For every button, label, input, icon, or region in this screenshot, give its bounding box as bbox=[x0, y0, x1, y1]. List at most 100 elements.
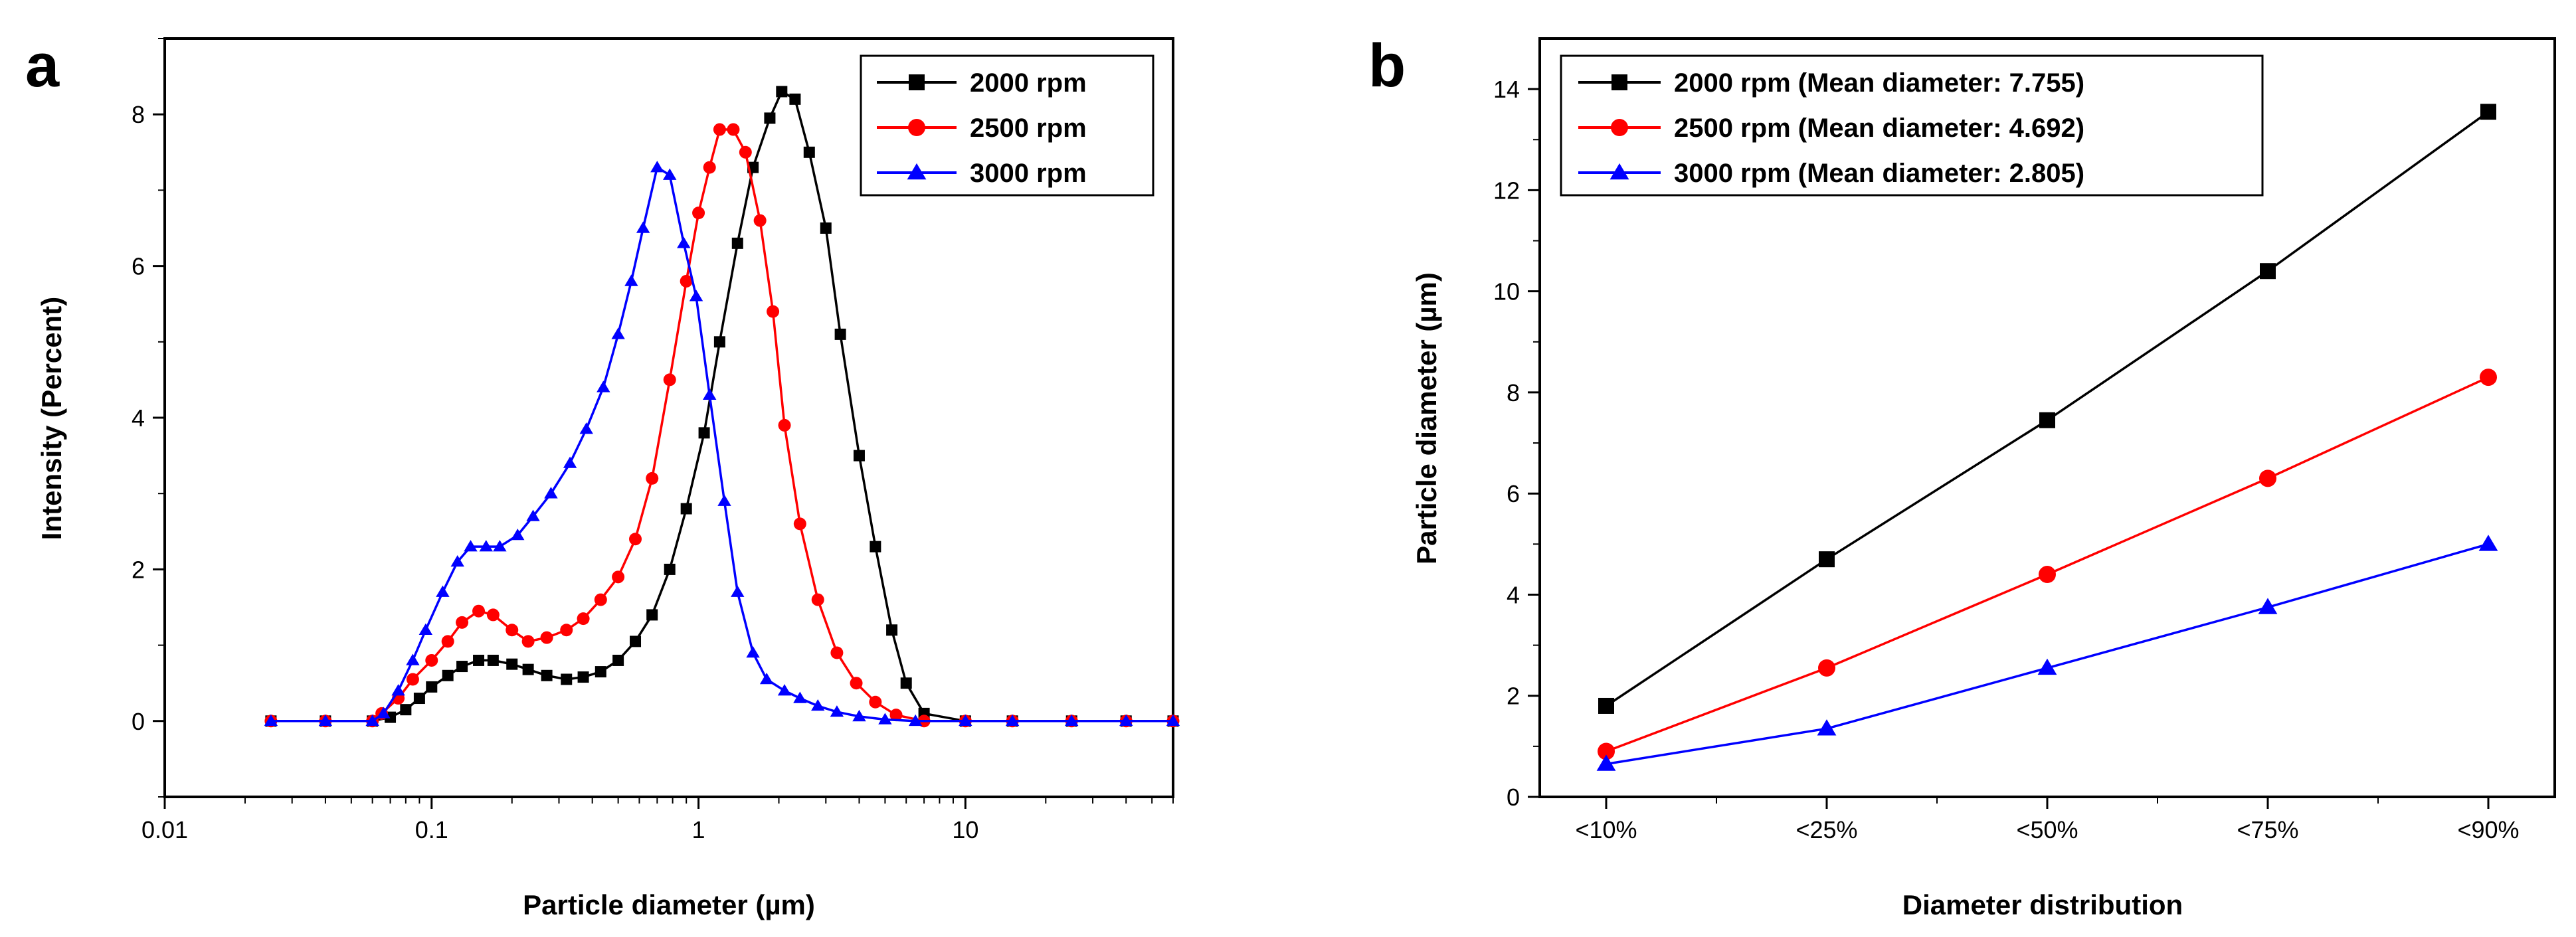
panel-a-data-point-2000-rpm bbox=[473, 654, 485, 666]
panel-b-letter: b bbox=[1368, 32, 1406, 100]
panel-b-x-axis-label: Diameter distribution bbox=[1902, 889, 2183, 920]
panel-b-data-point-2000-rpm bbox=[2480, 104, 2496, 120]
panel-a-data-point-2500-rpm bbox=[739, 145, 752, 159]
panel-a-data-point-3000-rpm bbox=[406, 653, 420, 665]
panel-a-data-point-2500-rpm bbox=[703, 161, 716, 174]
panel-a-data-point-2500-rpm bbox=[456, 616, 469, 629]
panel-a-data-point-2500-rpm bbox=[713, 123, 726, 136]
panel-a-data-point-2000-rpm bbox=[426, 681, 438, 693]
panel-b-data-point-2500-rpm bbox=[1598, 742, 1615, 760]
panel-b: b Diameter distribution Particle diamete… bbox=[1368, 32, 2556, 920]
panel-a-x-axis-label: Particle diameter (µm) bbox=[523, 889, 815, 920]
panel-a-data-point-2000-rpm bbox=[713, 336, 725, 348]
panel-b-y-tick-label: 8 bbox=[1507, 379, 1520, 406]
panel-a-data-point-2000-rpm bbox=[595, 666, 606, 678]
panel-b-x-tick-label: <75% bbox=[2237, 816, 2298, 843]
panel-b-x-tick-label: <10% bbox=[1575, 816, 1637, 843]
panel-a-data-point-3000-rpm bbox=[1166, 714, 1180, 726]
panel-a-data-point-2500-rpm bbox=[646, 471, 659, 485]
panel-a-x-tick-label: 1 bbox=[692, 816, 705, 843]
panel-b-legend-swatch-marker bbox=[1610, 163, 1629, 180]
panel-a-data-point-2000-rpm bbox=[680, 503, 692, 515]
panel-a-series-line-3000-rpm bbox=[270, 165, 1173, 723]
panel-a-data-point-2000-rpm bbox=[577, 671, 589, 683]
panel-a-data-point-2000-rpm bbox=[541, 669, 553, 681]
panel-a-data-point-3000-rpm bbox=[908, 714, 923, 726]
panel-a-data-point-3000-rpm bbox=[450, 554, 464, 567]
panel-b-y-axis-label: Particle diameter (µm) bbox=[1411, 272, 1442, 564]
panel-a-data-point-2500-rpm bbox=[727, 123, 740, 136]
panel-a-y-tick-label: 6 bbox=[132, 253, 145, 280]
panel-a-data-point-2500-rpm bbox=[889, 709, 903, 722]
panel-a-data-point-2500-rpm bbox=[612, 570, 625, 584]
panel-a-data-point-2000-rpm bbox=[900, 677, 912, 689]
panel-b-y-tick-label: 4 bbox=[1507, 581, 1520, 608]
panel-b-data-point-2000-rpm bbox=[1819, 551, 1835, 568]
panel-b-legend-swatch-marker bbox=[1611, 119, 1628, 136]
panel-a-data-point-3000-rpm bbox=[852, 709, 866, 722]
panel-a-data-point-2500-rpm bbox=[869, 695, 882, 709]
panel-a-ticks: 0.01 0.1 1 10 0 2 4 6 8 bbox=[132, 38, 1174, 843]
panel-a-data-point-3000-rpm bbox=[493, 540, 507, 552]
panel-a-legend-label-3000: 3000 rpm bbox=[970, 159, 1087, 188]
panel-a-data-point-2000-rpm bbox=[886, 624, 898, 636]
panel-a-data-point-2500-rpm bbox=[521, 635, 535, 648]
panel-b-series-line-2000-rpm bbox=[1606, 110, 2490, 707]
panel-a-x-tick-label: 0.01 bbox=[141, 816, 188, 843]
panel-a-data-point-2500-rpm bbox=[850, 677, 863, 690]
panel-a-letter: a bbox=[25, 32, 60, 100]
panel-b-data-point-2500-rpm bbox=[2259, 469, 2276, 487]
panel-a-data-point-2000-rpm bbox=[400, 704, 412, 716]
panel-a-data-point-2000-rpm bbox=[731, 237, 743, 249]
panel-a-data-point-2500-rpm bbox=[767, 305, 780, 318]
panel-b-data-point-3000-rpm bbox=[1817, 719, 1837, 736]
panel-a-legend-label-2500: 2500 rpm bbox=[970, 114, 1087, 143]
panel-a-data-point-3000-rpm bbox=[391, 684, 405, 696]
panel-a-data-point-3000-rpm bbox=[544, 487, 558, 499]
panel-b-data-point-3000-rpm bbox=[2258, 598, 2278, 614]
panel-b-data-point-3000-rpm bbox=[2478, 535, 2498, 551]
panel-a-data-point-3000-rpm bbox=[563, 456, 577, 468]
panel-a-data-point-2000-rpm bbox=[522, 663, 534, 675]
panel-b-legend-label-2500: 2500 rpm (Mean diameter: 4.692) bbox=[1674, 114, 2084, 143]
panel-b-series bbox=[1596, 104, 2498, 771]
panel-a-data-point-3000-rpm bbox=[759, 672, 774, 685]
panel-a-data-point-3000-rpm bbox=[878, 713, 892, 724]
panel-a-data-point-2000-rpm bbox=[413, 693, 425, 705]
panel-a-data-point-3000-rpm bbox=[611, 327, 625, 339]
panel-a-data-point-2500-rpm bbox=[629, 533, 642, 546]
panel-a-data-point-3000-rpm bbox=[624, 274, 638, 286]
panel-a-x-tick-label: 0.1 bbox=[415, 816, 448, 843]
panel-b-y-tick-label: 0 bbox=[1507, 784, 1520, 811]
panel-a-y-tick-label: 0 bbox=[132, 708, 145, 735]
panel-b-x-tick-label: <50% bbox=[2016, 816, 2078, 843]
panel-b-data-point-2500-rpm bbox=[2480, 369, 2497, 386]
panel-b-series-line-2500-rpm bbox=[1606, 376, 2489, 753]
panel-b-y-tick-label: 14 bbox=[1493, 76, 1520, 103]
panel-a-data-point-2500-rpm bbox=[472, 604, 486, 618]
panel-a-data-point-2500-rpm bbox=[486, 608, 500, 622]
panel-a-data-point-3000-rpm bbox=[479, 540, 493, 552]
panel-a-data-point-2000-rpm bbox=[789, 93, 801, 105]
panel-a-data-point-3000-rpm bbox=[959, 714, 972, 726]
panel-a-data-point-3000-rpm bbox=[663, 168, 677, 180]
panel-a-data-point-3000-rpm bbox=[365, 714, 379, 726]
panel-a-data-point-3000-rpm bbox=[464, 540, 478, 552]
panel-a-data-point-2000-rpm bbox=[853, 450, 865, 462]
panel-a-data-point-2500-rpm bbox=[811, 593, 824, 606]
panel-a-data-point-3000-rpm bbox=[1005, 714, 1020, 726]
panel-a-data-point-2500-rpm bbox=[406, 673, 419, 686]
panel-a-data-point-2000-rpm bbox=[506, 658, 518, 670]
panel-a-legend-swatch-marker bbox=[908, 119, 925, 136]
panel-a-data-point-2000-rpm bbox=[561, 673, 573, 685]
panel-a-data-point-3000-rpm bbox=[689, 290, 703, 301]
panel-b-y-tick-label: 6 bbox=[1507, 480, 1520, 507]
panel-a-data-point-2000-rpm bbox=[698, 427, 710, 439]
panel-a-data-point-2500-rpm bbox=[577, 612, 590, 626]
panel-a-data-point-3000-rpm bbox=[746, 646, 760, 658]
panel-a-data-point-2500-rpm bbox=[753, 214, 767, 227]
panel-a-data-point-3000-rpm bbox=[1065, 714, 1079, 726]
panel-a-data-point-2500-rpm bbox=[441, 635, 454, 648]
panel-a-data-point-3000-rpm bbox=[731, 585, 745, 597]
